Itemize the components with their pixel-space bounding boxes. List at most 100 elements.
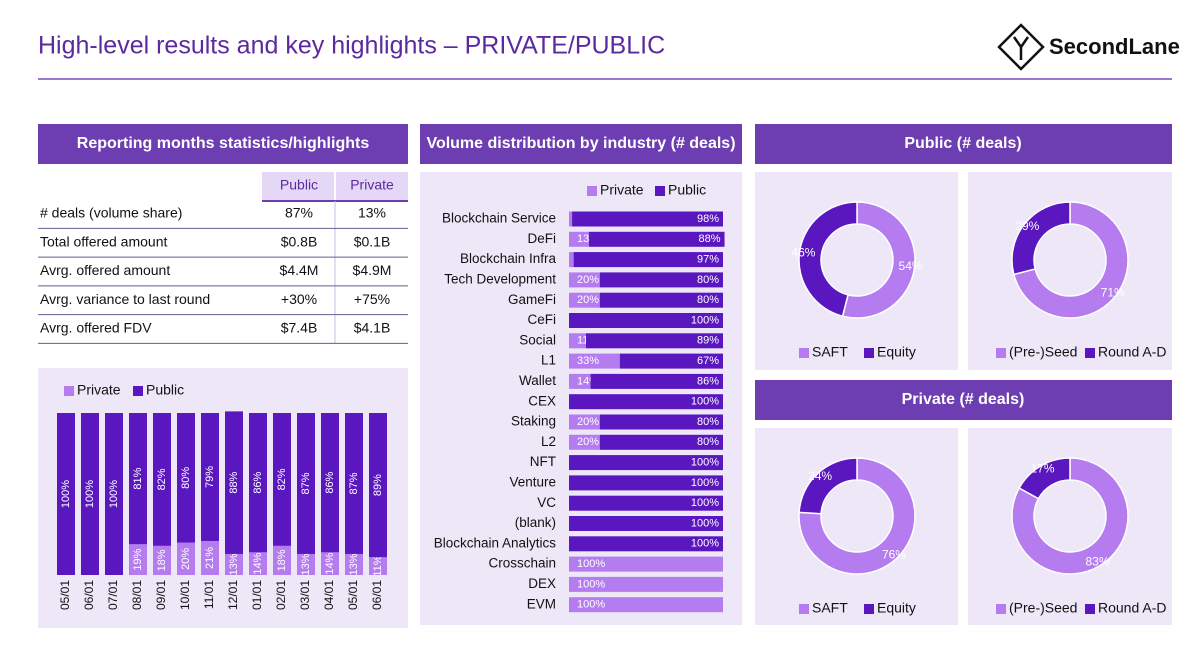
bar-segment [569,597,723,613]
y-tick-label: VC [537,495,556,510]
donut-slice [798,201,858,318]
legend-swatch [587,186,597,196]
table-cell: 13% [358,205,386,221]
value-label: 100% [691,477,719,489]
bar-segment [569,252,574,268]
bar-segment [201,413,219,541]
donut-slice [1011,457,1129,575]
y-tick-label: Staking [511,414,556,429]
y-tick-label: EVM [527,596,556,611]
bar-segment [225,411,243,554]
y-tick-label: L2 [541,434,556,449]
value-label: 71% [1101,285,1125,299]
y-tick-label: CeFi [527,312,556,327]
column-header-bg [262,172,334,200]
value-label: 80% [697,436,719,448]
bar-segment [569,373,591,389]
bar-segment [569,414,600,430]
y-tick-label: Crosschain [488,556,556,571]
table-cell: $0.8B [281,233,318,249]
y-tick-label: L1 [541,353,556,368]
panel-header [755,124,1172,164]
y-tick-label: DEX [528,576,556,591]
bar-segment [105,413,123,575]
y-tick-label: DeFi [527,231,556,246]
value-label: 20% [577,274,599,286]
bar-segment [599,272,723,288]
bar-segment [590,373,723,389]
y-tick-label: Venture [509,474,556,489]
bar-segment [589,231,725,247]
bar-segment [569,536,723,552]
value-label: 100% [60,480,72,508]
value-label: 82% [156,468,168,490]
value-label: 87% [300,472,312,494]
value-label: 86% [324,471,336,493]
legend-label: Round A-D [1098,600,1166,616]
bar-segment [321,413,339,553]
legend-label: Equity [877,600,916,616]
column-header-bg [336,172,408,200]
y-tick-label: (blank) [515,515,556,530]
legend-swatch [864,604,874,614]
legend-swatch [64,386,74,396]
x-tick-label: 06/01 [370,580,384,610]
legend-swatch [1085,348,1095,358]
table-cell: $7.4B [281,320,318,336]
x-tick-label: 01/01 [250,580,264,610]
bar-segment [619,353,723,369]
value-label: 80% [697,416,719,428]
table-cell: 87% [285,205,313,221]
column-header: Public [280,177,318,193]
value-label: 97% [697,254,719,266]
value-label: 100% [577,599,605,611]
legend-label: Public [668,182,706,198]
donut-slice [798,457,858,515]
legend-swatch [655,186,665,196]
panel-title: Private (# deals) [902,391,1025,408]
row-label: Avrg. variance to last round [40,291,210,307]
value-label: 20% [577,416,599,428]
legend-label: Private [600,182,644,198]
legend-label: Private [77,382,121,398]
panel-title: Reporting months statistics/highlights [77,135,370,152]
bar-segment [57,413,75,575]
x-tick-label: 12/01 [226,580,240,610]
legend-swatch [996,348,1006,358]
bar-segment [129,544,147,575]
value-label: 88% [228,471,240,493]
bar-segment [321,552,339,575]
bar-segment [599,434,723,450]
y-tick-label: Blockchain Analytics [434,535,557,550]
x-tick-label: 09/01 [154,580,168,610]
value-label: 80% [697,294,719,306]
donut-slice [1011,201,1071,276]
legend-label: SAFT [812,600,848,616]
value-label: 100% [691,538,719,550]
value-label: 86% [697,375,719,387]
bar-segment [153,413,171,546]
bar-segment [225,553,243,575]
value-label: 17% [1030,462,1054,476]
y-tick-label: Tech Development [444,271,556,286]
value-label: 20% [577,436,599,448]
value-label: 81% [132,467,144,489]
x-tick-label: 07/01 [106,580,120,610]
x-tick-label: 02/01 [274,580,288,610]
x-tick-label: 06/01 [82,580,96,610]
value-label: 67% [697,355,719,367]
value-label: 88% [699,233,721,245]
bar-segment [569,272,600,288]
bar-segment [569,394,723,410]
table-cell: +30% [281,291,317,307]
value-label: 83% [1085,555,1109,569]
value-label: 29% [1015,219,1039,233]
bar-segment [569,353,620,369]
legend-swatch [996,604,1006,614]
page-title: High-level results and key highlights – … [38,32,665,60]
value-label: 100% [691,396,719,408]
value-label: 11% [372,555,384,576]
value-label: 14% [252,552,264,574]
